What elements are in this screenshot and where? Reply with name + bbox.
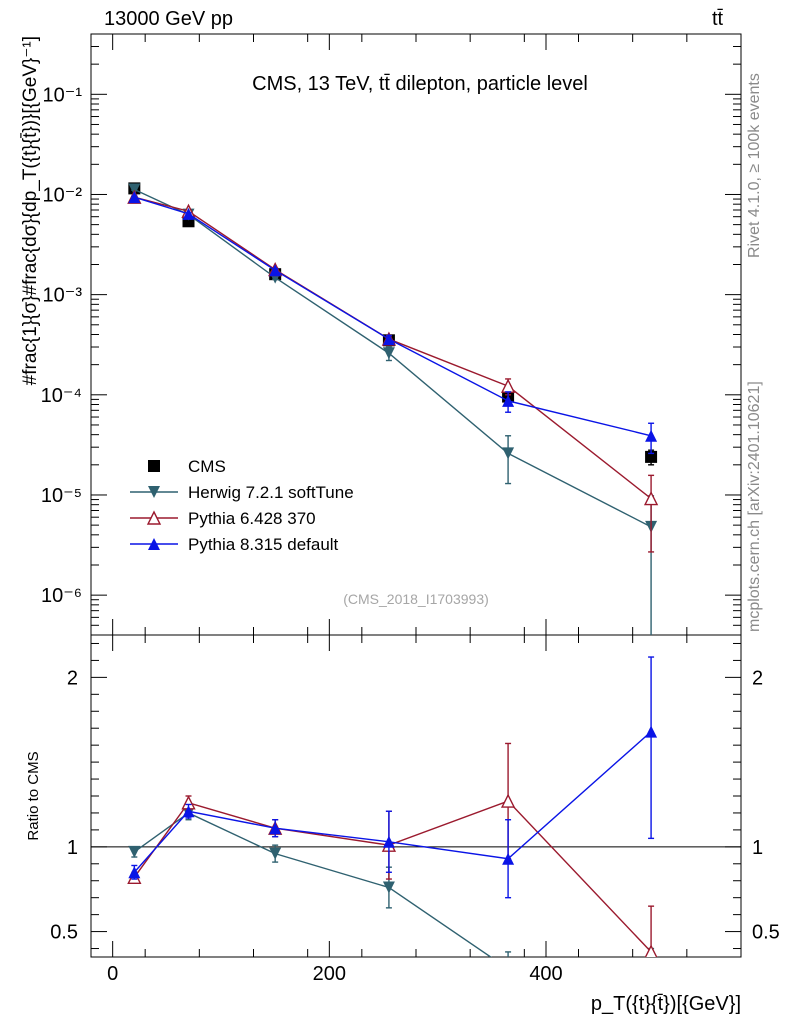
main-point-pythia-8-315-default: [128, 191, 141, 204]
y-axis-label: #frac{1}{σ}#frac{dσ}{dp_T({t}{t̄})}[{GeV…: [20, 36, 41, 385]
main-point-pythia-8-315-default: [502, 394, 515, 407]
legend-entry-pythia-8-315-default: Pythia 8.315 default: [130, 535, 339, 554]
y-tick-label: 10⁻⁶: [41, 585, 82, 607]
ratio-point-pythia-6-428-370: [500, 793, 516, 808]
ratio-y-tick-label-right: 0.5: [752, 922, 780, 944]
ratio-point-herwig-7-2-1-softtune: [269, 847, 282, 860]
ratio-point-pythia-8-315-default: [182, 805, 195, 818]
main-point-pythia-8-315-default: [382, 333, 395, 346]
legend-label: Pythia 6.428 370: [188, 509, 316, 528]
ratio-y-axis-label: Ratio to CMS: [25, 751, 42, 840]
energy-label: 13000 GeV pp: [104, 8, 233, 30]
y-tick-label: 10⁻²: [43, 184, 83, 206]
ratio-point-pythia-8-315-default: [269, 822, 282, 835]
ratio-point-herwig-7-2-1-softtune: [645, 976, 657, 988]
legend-entry-herwig-7-2-1-softtune: Herwig 7.2.1 softTune: [130, 483, 354, 502]
main-point-herwig-7-2-1-softtune: [502, 447, 515, 460]
chart-title: CMS, 13 TeV, tt̄ dilepton, particle leve…: [252, 73, 588, 95]
ratio-line-pythia-6-428-370: [133, 800, 652, 953]
main-series-pythia-8-315-default: [128, 191, 658, 455]
ratio-series-pythia-8-315-default: [128, 656, 658, 899]
ratio-point-herwig-7-2-1-softtune: [382, 881, 395, 894]
main-point-pythia-8-315-default: [269, 264, 282, 277]
legend-marker: [148, 460, 160, 472]
ratio-y-tick-label: 0.5: [50, 922, 78, 944]
y-tick-label: 10⁻⁵: [41, 485, 82, 507]
legend-marker: [148, 538, 160, 550]
ratio-y-tick-label: 2: [67, 667, 78, 689]
analysis-watermark: (CMS_2018_I1703993): [343, 591, 489, 607]
ratio-point-herwig-7-2-1-softtune: [128, 845, 141, 858]
x-tick-label: 200: [313, 963, 346, 985]
ratio-point-pythia-8-315-default: [382, 835, 395, 848]
main-point-pythia-6-428-370: [500, 378, 516, 393]
rivet-version-label: Rivet 4.1.0, ≥ 100k events: [746, 73, 763, 258]
legend-entry-cms: CMS: [148, 457, 226, 476]
legend-marker: [146, 510, 162, 525]
ratio-series-herwig-7-2-1-softtune: [128, 805, 657, 988]
legend-label: Pythia 8.315 default: [188, 535, 339, 554]
legend-marker: [148, 486, 160, 498]
x-axis-label: p_T({t}{t̄})[{GeV}]: [591, 993, 741, 1015]
ratio-point-pythia-8-315-default: [128, 866, 141, 879]
source-label: mcplots.cern.ch [arXiv:2401.10621]: [746, 381, 763, 632]
ratio-line-pythia-8-315-default: [133, 731, 652, 873]
x-tick-label: 0: [107, 963, 118, 985]
ratio-series-pythia-6-428-370: [127, 742, 658, 957]
main-line-herwig-7-2-1-softtune: [134, 188, 652, 528]
main-point-pythia-6-428-370: [643, 491, 659, 506]
ratio-y-tick-label: 1: [67, 837, 78, 859]
y-tick-label: 10⁻³: [43, 285, 83, 307]
main-point-herwig-7-2-1-softtune: [128, 183, 141, 196]
main-point-pythia-8-315-default: [645, 429, 658, 442]
ratio-point-pythia-6-428-370: [644, 944, 658, 957]
ratio-y-tick-label-right: 2: [752, 667, 763, 689]
ratio-line-herwig-7-2-1-softtune: [133, 812, 492, 957]
main-point-pythia-8-315-default: [182, 207, 195, 220]
legend-label: CMS: [188, 457, 226, 476]
ratio-point-herwig-7-2-1-softtune: [502, 963, 514, 975]
y-tick-label: 10⁻⁴: [41, 385, 82, 407]
process-label: tt̄: [712, 8, 724, 30]
x-tick-label: 400: [529, 963, 562, 985]
legend-entry-pythia-6-428-370: Pythia 6.428 370: [130, 509, 316, 528]
main-point-herwig-7-2-1-softtune: [382, 347, 395, 360]
ratio-point-pythia-8-315-default: [502, 852, 515, 865]
legend-label: Herwig 7.2.1 softTune: [188, 483, 354, 502]
ratio-point-pythia-8-315-default: [645, 725, 658, 738]
y-tick-label: 10⁻¹: [43, 84, 83, 106]
main-line-pythia-8-315-default: [134, 196, 652, 437]
ratio-y-tick-label-right: 1: [752, 837, 763, 859]
